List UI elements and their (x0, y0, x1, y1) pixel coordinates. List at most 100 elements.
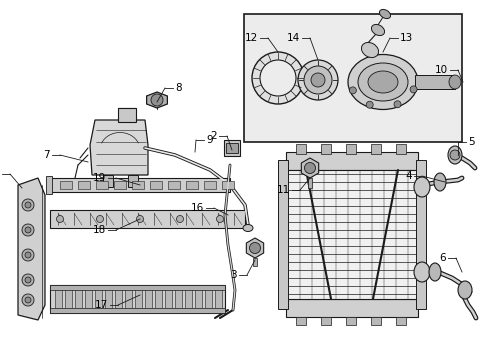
Bar (395, 317, 405, 325)
Bar (285, 152, 417, 170)
Circle shape (304, 162, 315, 174)
Bar (175, 288, 182, 310)
Bar (184, 288, 192, 310)
Ellipse shape (413, 177, 429, 197)
Text: 14: 14 (286, 33, 299, 43)
Bar (132, 181, 143, 189)
Bar (115, 288, 122, 310)
Circle shape (57, 216, 63, 222)
Circle shape (22, 199, 34, 211)
Bar (203, 181, 216, 189)
Text: 16: 16 (190, 203, 203, 213)
Circle shape (136, 216, 143, 222)
Circle shape (449, 150, 459, 160)
Polygon shape (246, 238, 263, 258)
Text: 7: 7 (43, 150, 50, 160)
Text: 13: 13 (399, 33, 412, 43)
Bar (78, 181, 90, 189)
Text: 9: 9 (205, 135, 212, 145)
Circle shape (176, 216, 183, 222)
Text: 8: 8 (175, 83, 181, 93)
Bar (414, 75, 454, 89)
Text: 17: 17 (95, 300, 108, 310)
Bar (295, 317, 305, 325)
Ellipse shape (428, 263, 440, 281)
Ellipse shape (448, 75, 460, 89)
Ellipse shape (367, 71, 397, 93)
Text: 18: 18 (93, 225, 106, 235)
Bar (65, 288, 72, 310)
Bar (95, 288, 102, 310)
Bar (346, 144, 355, 154)
Bar (224, 140, 240, 156)
Circle shape (22, 224, 34, 236)
Bar (222, 181, 234, 189)
Circle shape (251, 52, 304, 104)
Circle shape (249, 243, 260, 253)
Bar (114, 181, 126, 189)
Text: 10: 10 (434, 65, 447, 75)
Bar (415, 160, 425, 309)
Bar (96, 181, 108, 189)
Ellipse shape (243, 225, 252, 231)
Circle shape (348, 87, 356, 94)
Bar (295, 144, 305, 154)
Bar (244, 14, 461, 142)
Bar (215, 288, 222, 310)
Bar (370, 144, 380, 154)
Bar (85, 288, 92, 310)
Polygon shape (90, 120, 148, 175)
Bar (125, 288, 132, 310)
Circle shape (25, 202, 31, 208)
Bar (75, 288, 82, 310)
Bar (320, 144, 330, 154)
Circle shape (366, 101, 372, 108)
Bar (395, 144, 405, 154)
Bar (118, 108, 136, 122)
Bar (50, 308, 224, 313)
Bar (105, 288, 112, 310)
Text: 12: 12 (244, 33, 258, 43)
Ellipse shape (371, 24, 384, 36)
Circle shape (216, 216, 223, 222)
Ellipse shape (457, 281, 471, 299)
Bar (103, 175, 113, 187)
Circle shape (260, 60, 295, 96)
Bar (145, 288, 152, 310)
Bar (164, 288, 172, 310)
Circle shape (310, 73, 325, 87)
Polygon shape (146, 92, 167, 108)
Circle shape (393, 101, 400, 108)
Bar (50, 285, 224, 290)
Ellipse shape (347, 54, 417, 109)
Bar (307, 178, 311, 188)
Bar (225, 143, 238, 153)
Circle shape (304, 66, 331, 94)
Bar (370, 317, 380, 325)
Bar (46, 176, 52, 194)
Ellipse shape (433, 173, 445, 191)
Circle shape (25, 227, 31, 233)
Text: 19: 19 (93, 173, 106, 183)
Bar (135, 288, 142, 310)
Circle shape (25, 277, 31, 283)
Bar (185, 181, 198, 189)
Circle shape (96, 216, 103, 222)
Bar (285, 299, 417, 317)
Text: 11: 11 (276, 185, 289, 195)
Ellipse shape (447, 146, 461, 164)
Bar (55, 288, 62, 310)
Bar (195, 288, 202, 310)
Bar (252, 258, 257, 266)
Circle shape (297, 60, 337, 100)
Ellipse shape (413, 262, 429, 282)
Bar (204, 288, 212, 310)
Bar (50, 285, 224, 313)
Bar (128, 175, 138, 187)
Bar (278, 160, 287, 309)
Bar (155, 288, 162, 310)
Ellipse shape (361, 42, 378, 58)
Circle shape (409, 86, 416, 93)
Circle shape (22, 249, 34, 261)
Bar (60, 181, 72, 189)
